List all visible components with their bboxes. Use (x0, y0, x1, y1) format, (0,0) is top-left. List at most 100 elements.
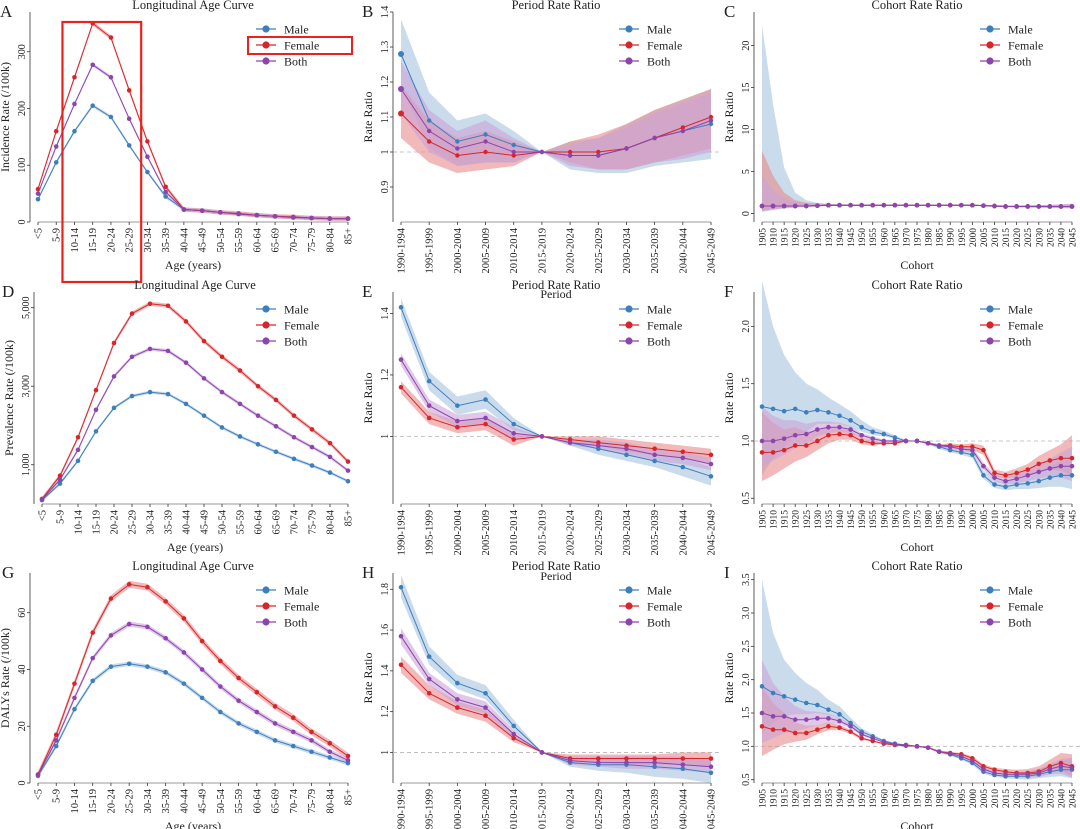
data-point-female (680, 756, 686, 761)
x-tick-label: 1920 (792, 510, 802, 529)
x-tick-label: 25-29 (125, 228, 136, 253)
legend-label: Male (1008, 303, 1033, 317)
data-point-both (1003, 204, 1008, 209)
data-point-female (345, 459, 351, 464)
data-point-both (992, 475, 997, 480)
data-point-female (1069, 455, 1075, 461)
legend-label: Female (647, 39, 682, 53)
data-point-both (309, 215, 314, 221)
data-point-male (848, 720, 853, 726)
ci-band-female (401, 656, 711, 767)
data-point-both (837, 718, 842, 724)
x-tick-label: 2030 (1035, 228, 1045, 247)
legend-marker (262, 41, 270, 49)
x-tick-label: 2040 (1057, 510, 1067, 529)
data-point-male (201, 413, 207, 418)
legend-label: Male (1008, 23, 1033, 37)
data-point-male (759, 404, 765, 409)
x-tick-label: 2030 (1035, 789, 1045, 808)
data-point-both (483, 415, 488, 421)
x-tick-label: 2035-2039 (650, 510, 661, 556)
data-point-male (272, 738, 278, 743)
data-point-both (291, 434, 297, 440)
y-tick-label: 100 (17, 158, 28, 173)
data-point-female (1058, 455, 1064, 461)
x-tick-label: 1990-1994 (397, 509, 408, 555)
x-tick-label: 2025 (1024, 228, 1034, 247)
data-point-both (936, 443, 942, 448)
data-point-male (815, 407, 820, 413)
y-tick-label: 1 (380, 750, 391, 755)
panel-letter: F (724, 282, 733, 301)
ci-band-both (401, 61, 711, 170)
x-tick-label: 70-74 (290, 509, 301, 534)
data-point-female (129, 311, 135, 316)
legend-label: Both (1008, 55, 1031, 69)
x-tick-label: 1980 (925, 510, 935, 529)
x-tick-label: 2035 (1046, 789, 1056, 808)
data-point-both (970, 202, 975, 208)
data-point-both (925, 202, 931, 208)
x-tick-label: 40-44 (179, 227, 190, 252)
data-point-male (759, 684, 765, 689)
data-point-both (129, 354, 135, 360)
data-point-female (803, 730, 809, 736)
data-point-both (72, 695, 77, 701)
data-point-both (781, 714, 787, 719)
legend-marker (625, 25, 633, 33)
data-point-male (183, 401, 189, 407)
legend-label: Female (1008, 39, 1043, 53)
data-point-both (652, 135, 657, 141)
data-point-male (237, 434, 243, 439)
series-line-male (41, 391, 349, 501)
data-point-male (93, 429, 99, 434)
data-point-both (57, 477, 63, 482)
data-point-female (1003, 473, 1008, 478)
data-point-male (398, 305, 404, 310)
data-point-both (792, 717, 798, 722)
x-tick-label: 65-69 (272, 510, 283, 535)
data-point-both (892, 438, 898, 444)
legend-marker (625, 337, 633, 345)
data-point-female (815, 438, 820, 444)
data-point-female (792, 730, 798, 736)
data-point-female (163, 599, 168, 604)
data-point-male (680, 464, 686, 470)
legend-marker (262, 618, 270, 626)
ci-band-both (38, 621, 348, 778)
data-point-both (1069, 463, 1075, 469)
data-point-female (652, 446, 657, 451)
ci-band-both (401, 353, 711, 471)
data-point-female (1047, 458, 1053, 463)
data-point-female (290, 715, 296, 721)
highlight-age-range-box (61, 20, 143, 284)
data-point-both (815, 716, 820, 721)
legend-label: Both (284, 616, 307, 630)
x-tick-label: 1980 (925, 228, 935, 247)
data-point-both (925, 745, 931, 750)
data-point-female (426, 690, 432, 696)
x-tick-label: 2015-2019 (537, 510, 548, 556)
data-point-both (870, 202, 876, 208)
data-point-both (826, 716, 831, 721)
data-point-female (165, 303, 171, 309)
data-point-male (970, 452, 975, 458)
data-point-female (483, 421, 488, 427)
x-axis-label: Cohort (900, 258, 934, 272)
data-point-male (1058, 473, 1064, 478)
panel-a: A Longitudinal Age Curve 0 100 200 300 Inciden… (0, 0, 355, 284)
data-point-both (903, 742, 909, 748)
series-line-both (400, 88, 712, 156)
data-point-both (947, 202, 953, 208)
x-tick-label: 1915 (781, 510, 791, 529)
data-point-male (290, 743, 296, 749)
x-tick-label: 2015-2019 (537, 228, 548, 274)
data-point-both (837, 202, 842, 208)
data-point-female (327, 740, 333, 746)
data-point-both (759, 438, 765, 444)
x-tick-label: 75-79 (308, 510, 319, 535)
data-point-both (1047, 204, 1053, 209)
y-tick-label: 1.5 (741, 707, 752, 720)
data-point-female (273, 397, 279, 403)
legend-marker (625, 602, 633, 610)
